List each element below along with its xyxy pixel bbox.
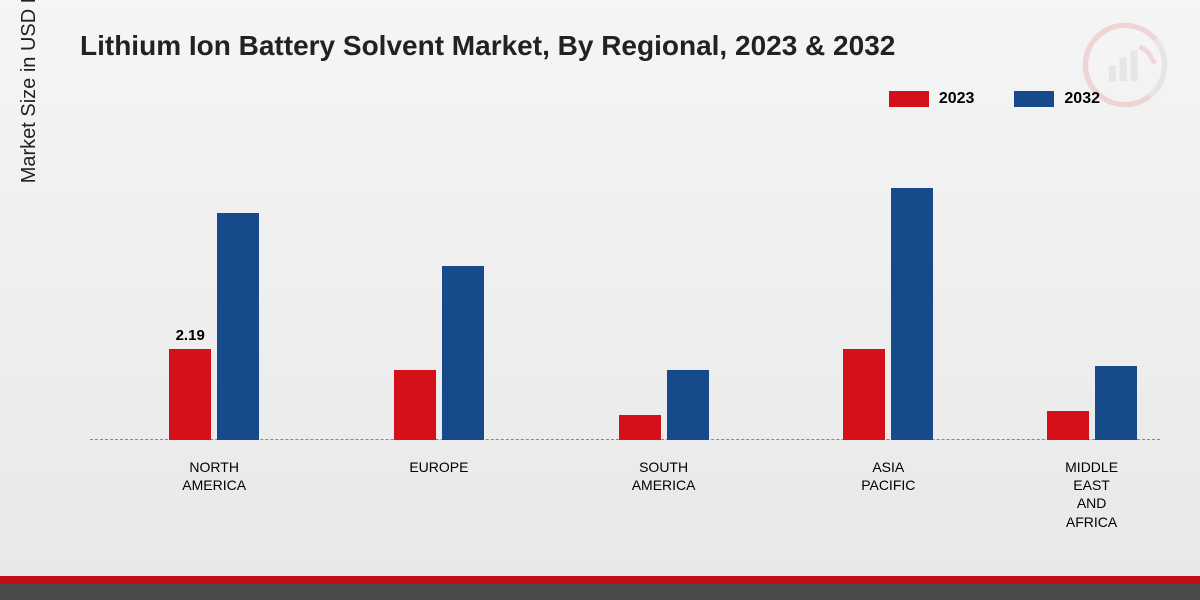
legend: 2023 2032 (889, 90, 1100, 108)
bar-2023-ap (843, 349, 885, 440)
bar-group-eu (379, 266, 499, 440)
x-axis-labels: NORTH AMERICA EUROPE SOUTH AMERICA ASIA PAC… (90, 450, 1160, 540)
footer-accent (0, 576, 1200, 584)
chart-area: 2.19 (90, 130, 1160, 440)
bar-2023-na: 2.19 (169, 349, 211, 440)
bar-2032-sa (667, 370, 709, 440)
bar-2032-mea (1095, 366, 1137, 440)
bar-group-mea (1032, 366, 1152, 440)
category-label-mea: MIDDLE EAST AND AFRICA (1022, 458, 1162, 531)
category-label-ap: ASIA PACIFIC (818, 458, 958, 494)
category-label-sa: SOUTH AMERICA (594, 458, 734, 494)
bar-2032-ap (891, 188, 933, 440)
bar-group-sa (604, 370, 724, 440)
legend-swatch-2023 (889, 91, 929, 107)
legend-label-2032: 2032 (1064, 90, 1100, 108)
legend-item-2023: 2023 (889, 90, 975, 108)
category-label-na: NORTH AMERICA (144, 458, 284, 494)
legend-item-2032: 2032 (1014, 90, 1100, 108)
bar-2023-mea (1047, 411, 1089, 440)
bar-group-ap (828, 188, 948, 440)
bar-2023-sa (619, 415, 661, 440)
bar-value-label: 2.19 (176, 327, 205, 344)
y-axis-label: Market Size in USD Billion (18, 0, 41, 183)
footer-bar (0, 584, 1200, 600)
bar-group-na: 2.19 (154, 213, 274, 440)
legend-swatch-2032 (1014, 91, 1054, 107)
category-label-eu: EUROPE (369, 458, 509, 476)
bar-2032-eu (442, 266, 484, 440)
bar-2023-eu (394, 370, 436, 440)
chart-title: Lithium Ion Battery Solvent Market, By R… (80, 30, 895, 62)
bar-2032-na (217, 213, 259, 440)
legend-label-2023: 2023 (939, 90, 975, 108)
